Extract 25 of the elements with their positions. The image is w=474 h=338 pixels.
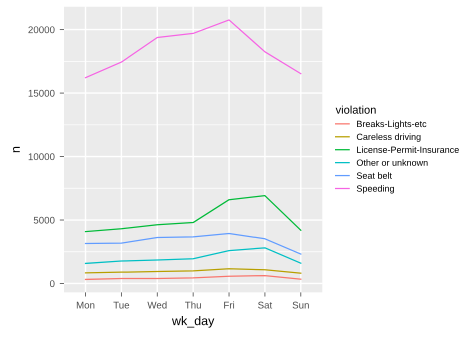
legend-title: violation bbox=[336, 106, 376, 114]
y-tick-label: 0 bbox=[50, 280, 55, 288]
y-tick-label: 5000 bbox=[34, 216, 55, 224]
x-tick-label: Mon bbox=[76, 302, 94, 309]
y-tick-label: 20000 bbox=[28, 26, 55, 34]
legend-label: Seat belt bbox=[356, 172, 392, 179]
y-tick-label: 15000 bbox=[28, 90, 55, 97]
x-tick-label: Sun bbox=[292, 302, 309, 309]
x-axis-title: wk_day bbox=[172, 316, 214, 328]
legend-label: License-Permit-Insurance bbox=[357, 146, 459, 153]
x-tick-label: Tue bbox=[113, 302, 130, 309]
legend-label: Speeding bbox=[356, 185, 394, 194]
line-series bbox=[84, 247, 302, 264]
line-series bbox=[84, 19, 302, 78]
legend-label: Other or unknown bbox=[356, 159, 428, 166]
line-series bbox=[84, 232, 302, 255]
x-tick-label: Wed bbox=[147, 301, 167, 309]
x-tick-label: Fri bbox=[224, 301, 234, 308]
legend-label: Breaks-Lights-etc bbox=[357, 120, 426, 129]
line-series bbox=[84, 195, 302, 232]
y-tick-label: 10000 bbox=[28, 153, 55, 160]
legend-label: Careless driving bbox=[356, 133, 421, 142]
x-tick-label: Thu bbox=[185, 301, 201, 309]
y-axis-title: n bbox=[13, 146, 20, 152]
x-tick-label: Sat bbox=[258, 302, 272, 309]
